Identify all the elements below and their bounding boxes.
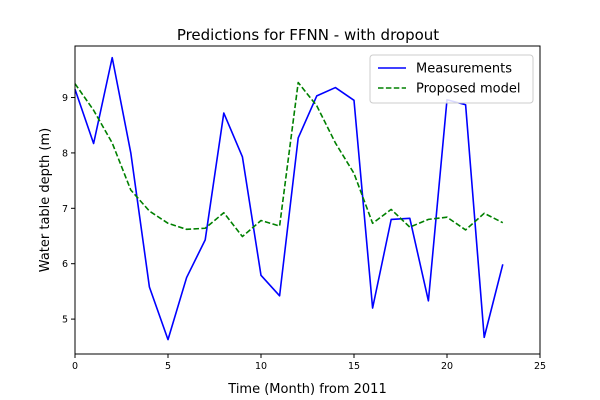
- plot-area-frame: [74, 45, 541, 355]
- x-axis-ticks: 0 5 10 15 20 25: [72, 354, 546, 372]
- series-layer: [74, 56, 504, 341]
- x-tick-label: 0: [72, 361, 78, 372]
- legend-label-measurements: Measurements: [416, 62, 512, 77]
- x-tick-label: 10: [255, 361, 267, 372]
- chart-title: Predictions for FFNN - with dropout: [177, 26, 439, 44]
- x-tick-label: 20: [441, 361, 453, 372]
- y-tick-label: 9: [62, 93, 68, 104]
- y-tick-label: 8: [62, 148, 68, 159]
- series-line-measurements: [74, 56, 504, 341]
- x-tick-label: 25: [534, 361, 546, 372]
- y-tick-label: 7: [62, 204, 68, 215]
- y-axis-ticks: 5 6 7 8 9: [62, 93, 75, 326]
- x-tick-label: 5: [165, 361, 171, 372]
- y-tick-label: 6: [62, 259, 68, 270]
- legend: Measurements Proposed model: [369, 54, 534, 104]
- legend-label-proposed-model: Proposed model: [416, 82, 520, 97]
- x-tick-label: 15: [348, 361, 360, 372]
- y-axis-label: Water table depth (m): [38, 128, 53, 272]
- y-tick-label: 5: [62, 315, 68, 326]
- x-axis-label: Time (Month) from 2011: [227, 382, 386, 397]
- legend-frame: [369, 54, 534, 104]
- series-line-proposed-model: [74, 81, 504, 238]
